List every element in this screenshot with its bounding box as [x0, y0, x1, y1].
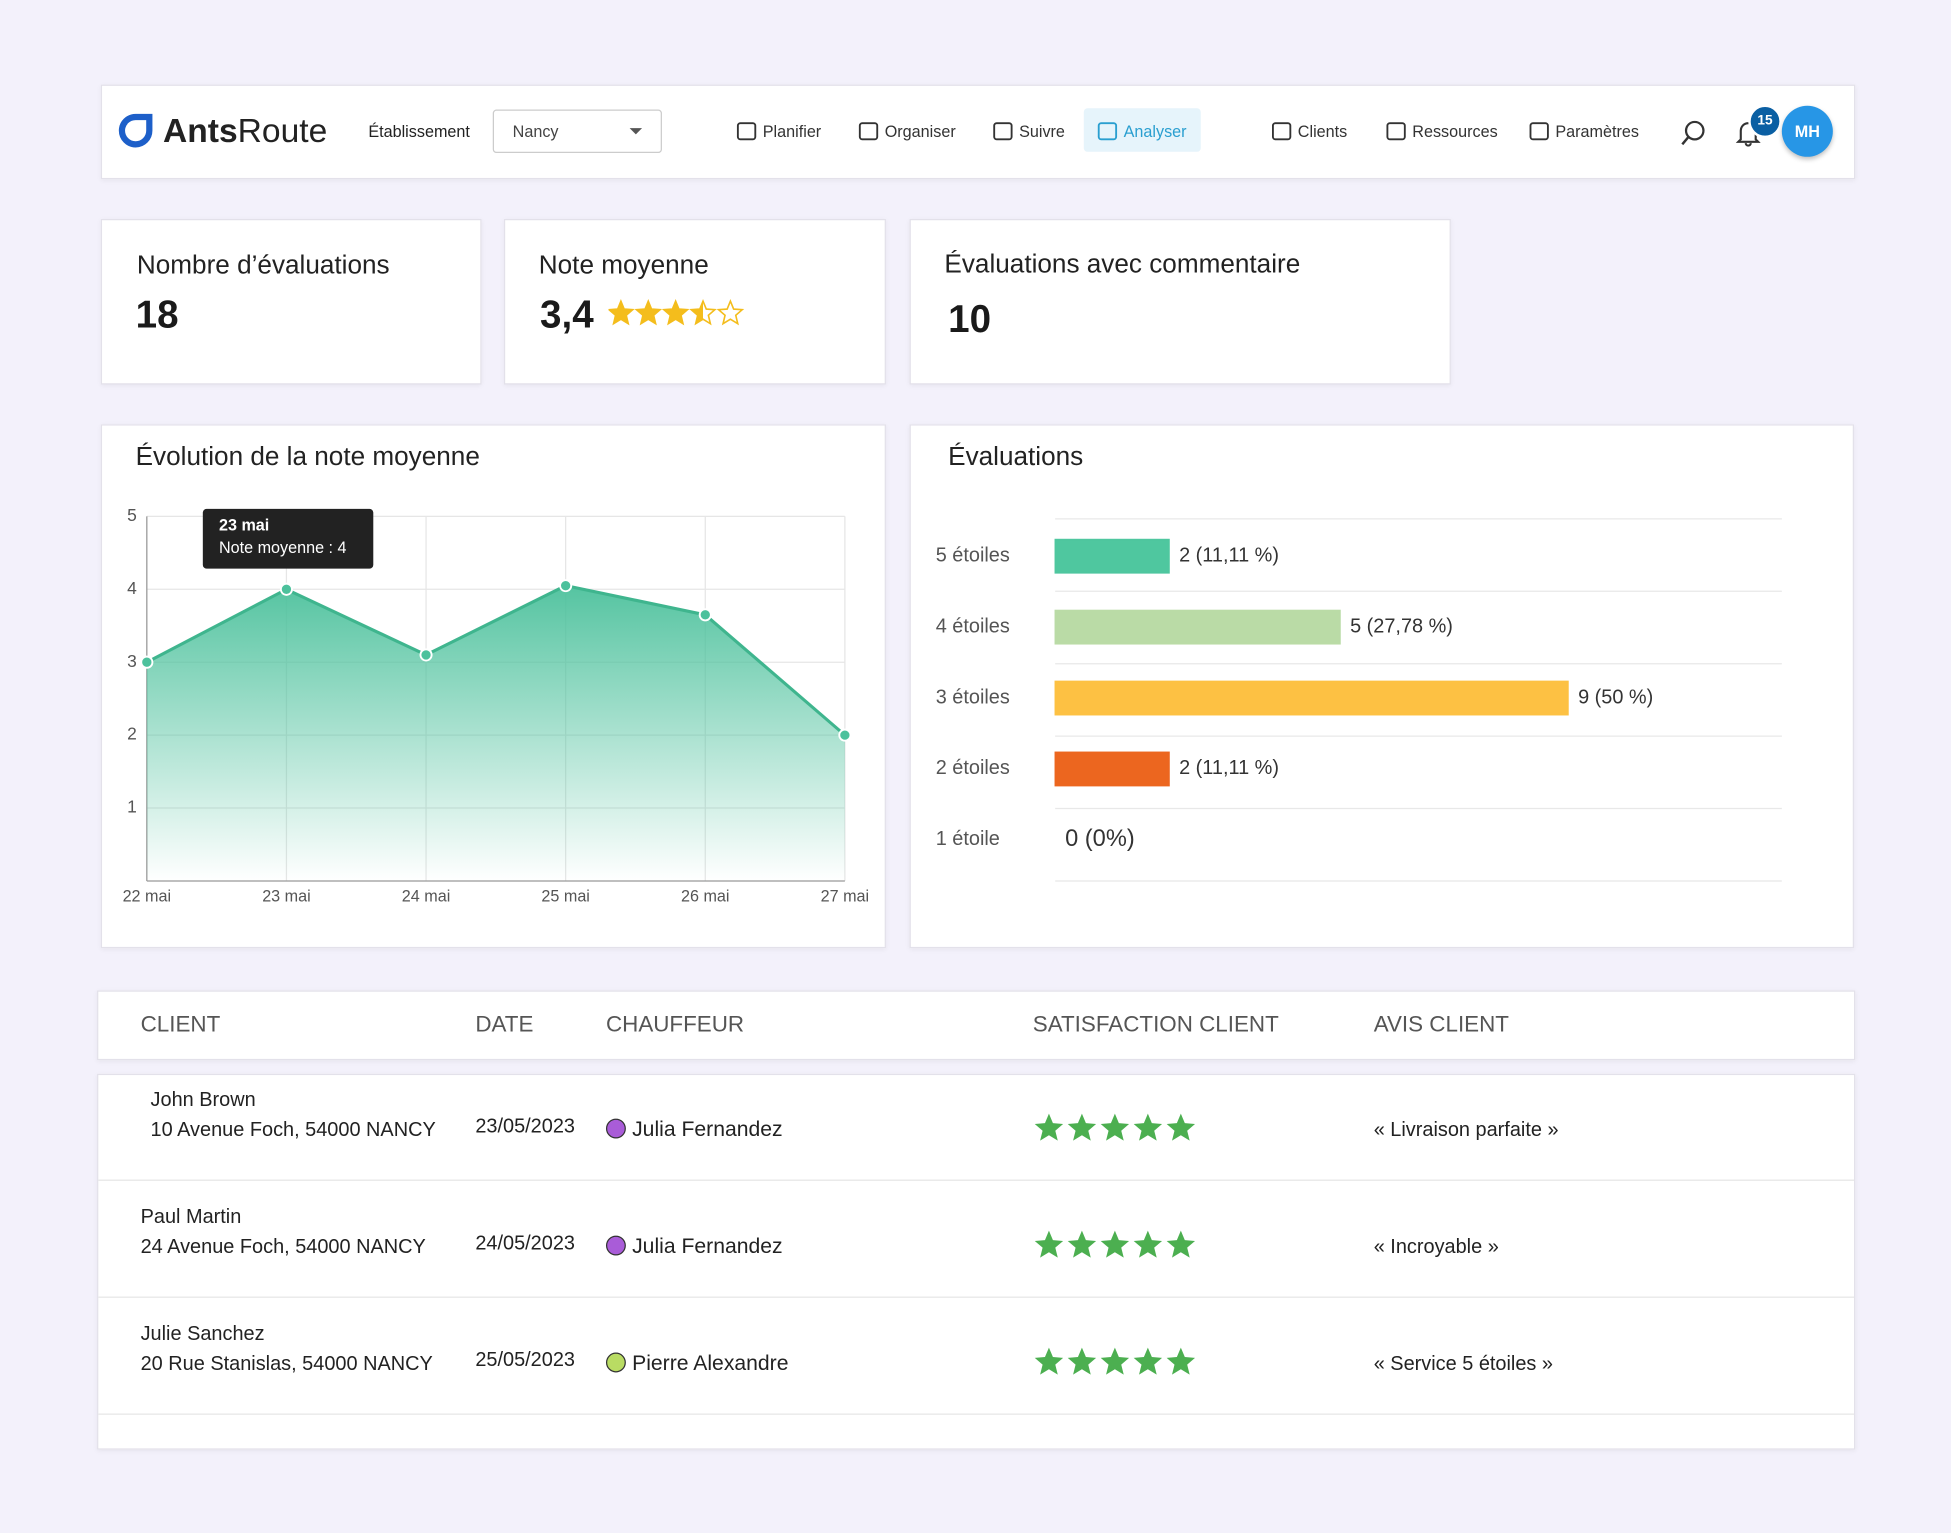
satisfaction-stars [1033, 1112, 1201, 1144]
chart-title: Évaluations [948, 441, 1083, 471]
star [1101, 1231, 1129, 1258]
satisfaction-stars [1033, 1346, 1201, 1378]
x-tick-label: 25 mai [541, 887, 589, 905]
driver-dot [606, 1236, 626, 1256]
star [1101, 1348, 1129, 1375]
row-divider [98, 1180, 1854, 1181]
x-tick-label: 27 mai [821, 887, 869, 905]
client-address: 20 Rue Stanislas, 54000 NANCY [141, 1354, 433, 1376]
bar [1055, 752, 1169, 786]
point [839, 730, 850, 741]
star [1167, 1231, 1195, 1258]
x-tick-label: 22 mai [123, 887, 171, 905]
point [141, 657, 152, 668]
satisfaction-stars [1033, 1229, 1201, 1261]
client-name: Paul Martin [141, 1207, 242, 1229]
point [420, 649, 431, 660]
y-tick-label: 5 [127, 505, 137, 525]
column-header: CLIENT [141, 1012, 221, 1038]
star [1035, 1114, 1063, 1141]
area [147, 586, 845, 881]
bar [1055, 681, 1568, 715]
chart-title: Évolution de la note moyenne [136, 441, 480, 471]
review: « Incroyable » [1374, 1237, 1499, 1259]
row-divider [98, 1297, 1854, 1298]
x-tick-label: 24 mai [402, 887, 451, 905]
y-tick-label: 2 [127, 724, 137, 744]
star [1035, 1231, 1063, 1258]
y-tick-label: 3 [127, 651, 137, 671]
client-name: John Brown [151, 1090, 256, 1112]
driver-dot [606, 1353, 626, 1373]
star [1134, 1114, 1162, 1141]
y-tick-label: 1 [127, 797, 137, 817]
value-label: 9 (50 %) [1578, 686, 1653, 708]
bar [1055, 610, 1340, 644]
value-label: 0 (0%) [1065, 826, 1135, 852]
star [1167, 1114, 1195, 1141]
client-address: 24 Avenue Foch, 54000 NANCY [141, 1237, 426, 1259]
star [1167, 1348, 1195, 1375]
charts: Évolution de la note moyenne 1 2 3 4 5 22 mai 2… [0, 0, 1951, 983]
driver: Pierre Alexandre [632, 1351, 788, 1376]
driver-dot [606, 1119, 626, 1139]
category-label: 3 étoiles [936, 686, 1010, 708]
point [281, 584, 292, 595]
tooltip-title: 23 mai [219, 517, 269, 535]
date: 25/05/2023 [475, 1350, 575, 1372]
table-body: John Brown 10 Avenue Foch, 54000 NANCY 23/… [97, 1074, 1855, 1450]
table-header: CLIENT DATE CHAUFFEUR SATISFACTION CLIENT AV… [97, 990, 1855, 1060]
category-label: 4 étoiles [936, 615, 1010, 637]
column-header: CHAUFFEUR [606, 1012, 744, 1038]
driver: Julia Fernandez [632, 1117, 783, 1142]
date: 23/05/2023 [475, 1116, 575, 1138]
star [1134, 1231, 1162, 1258]
star [1134, 1348, 1162, 1375]
client-address: 10 Avenue Foch, 54000 NANCY [151, 1120, 436, 1142]
column-header: SATISFACTION CLIENT [1033, 1012, 1279, 1038]
review: « Livraison parfaite » [1374, 1120, 1559, 1142]
star [1035, 1348, 1063, 1375]
x-tick-label: 23 mai [262, 887, 311, 905]
row-divider [98, 1414, 1854, 1415]
star [1068, 1114, 1096, 1141]
bar [1055, 539, 1169, 573]
client-name: Julie Sanchez [141, 1324, 265, 1346]
column-header: AVIS CLIENT [1374, 1012, 1509, 1038]
value-label: 2 (11,11 %) [1179, 544, 1279, 566]
point [700, 609, 711, 620]
star [1068, 1231, 1096, 1258]
star [1101, 1114, 1129, 1141]
date: 24/05/2023 [475, 1233, 575, 1255]
category-label: 2 étoiles [936, 757, 1010, 779]
star [1068, 1348, 1096, 1375]
column-header: DATE [475, 1012, 533, 1038]
tooltip-label: Note moyenne : 4 [219, 539, 347, 557]
category-label: 1 étoile [936, 828, 1000, 850]
review: « Service 5 étoiles » [1374, 1354, 1553, 1376]
driver: Julia Fernandez [632, 1234, 783, 1259]
value-label: 2 (11,11 %) [1179, 757, 1279, 779]
category-label: 5 étoiles [936, 544, 1010, 566]
value-label: 5 (27,78 %) [1350, 615, 1453, 637]
x-tick-label: 26 mai [681, 887, 729, 905]
y-tick-label: 4 [127, 578, 137, 598]
point [560, 580, 571, 591]
